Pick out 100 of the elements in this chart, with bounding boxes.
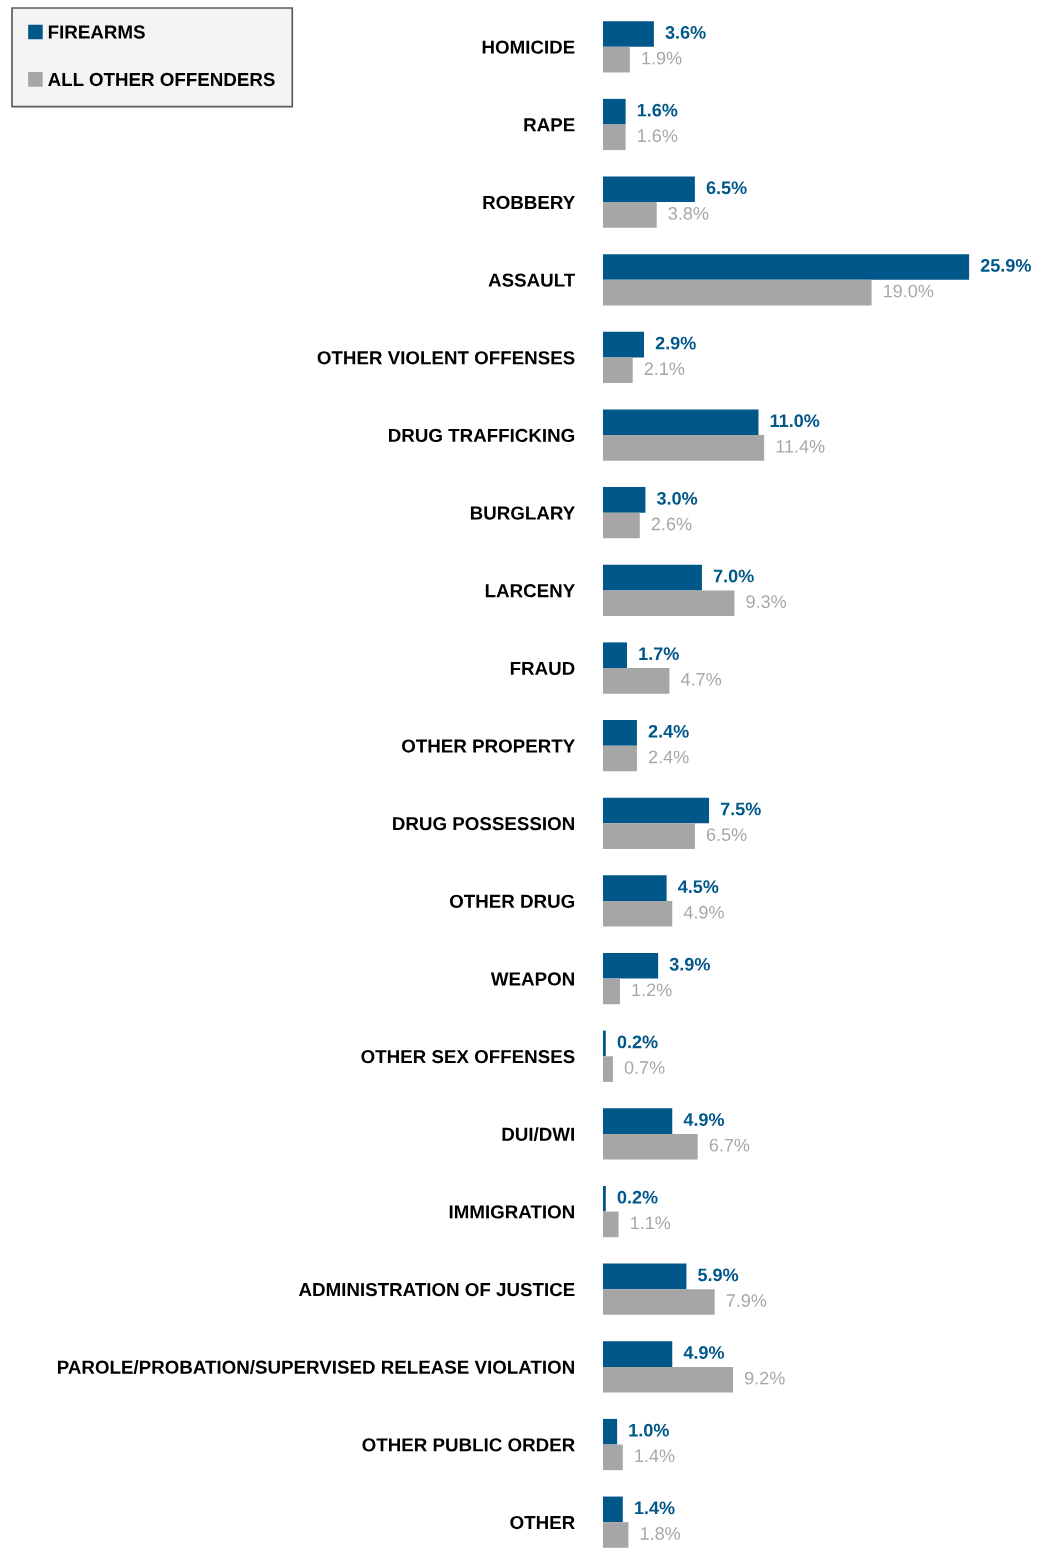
y-tick-label: IMMIGRATION xyxy=(449,1205,574,1219)
y-tick-label: ROBBERY xyxy=(483,195,575,210)
data-label: 0.2% xyxy=(617,1035,658,1049)
data-label: 19.0% xyxy=(884,284,934,298)
bar xyxy=(603,202,657,228)
data-label: 5.9% xyxy=(698,1268,739,1282)
data-label: 25.9% xyxy=(980,259,1031,272)
bar xyxy=(603,279,872,306)
y-tick-label: BURGLARY xyxy=(470,506,575,520)
bar xyxy=(603,590,735,616)
bar xyxy=(603,1418,618,1445)
y-tick-label: OTHER VIOLENT OFFENSES xyxy=(317,351,575,365)
bar xyxy=(603,642,628,669)
data-label: 2.4% xyxy=(648,724,689,738)
data-label: 3.0% xyxy=(656,491,698,505)
data-label: 4.5% xyxy=(678,880,719,894)
bar xyxy=(603,823,695,849)
data-label: 1.8% xyxy=(640,1527,681,1540)
data-label: 2.9% xyxy=(655,336,696,350)
data-label: 7.5% xyxy=(720,802,761,816)
data-label: 7.0% xyxy=(713,569,754,583)
bar xyxy=(603,254,970,280)
y-tick-label: OTHER xyxy=(510,1515,575,1530)
data-label: 3.9% xyxy=(669,957,710,971)
data-label: 1.7% xyxy=(639,647,679,661)
bar xyxy=(603,1444,623,1471)
bar xyxy=(603,900,673,927)
y-tick-label: PAROLE/PROBATION/SUPERVISED RELEASE VIOLATION xyxy=(57,1360,574,1375)
bar xyxy=(603,1185,606,1212)
data-label: 4.9% xyxy=(683,1346,725,1359)
data-label: 4.9% xyxy=(683,905,724,919)
bar xyxy=(603,512,640,539)
bar xyxy=(603,797,710,824)
bar xyxy=(603,1030,606,1057)
bar xyxy=(603,1108,673,1134)
bar xyxy=(603,1522,629,1548)
bar xyxy=(603,1263,687,1290)
data-label: 7.9% xyxy=(726,1294,767,1307)
bar xyxy=(603,953,659,979)
y-tick-label: WEAPON xyxy=(490,972,574,986)
bar xyxy=(603,564,702,591)
data-label: 2.6% xyxy=(651,517,692,531)
data-label: 1.9% xyxy=(642,51,682,65)
bar xyxy=(603,875,667,901)
data-label: 1.6% xyxy=(638,129,678,143)
data-label: 6.5% xyxy=(706,828,747,841)
bar xyxy=(603,435,765,461)
y-tick-label: HOMICIDE xyxy=(482,40,575,54)
bar xyxy=(603,357,633,384)
y-tick-label: OTHER PUBLIC ORDER xyxy=(362,1438,575,1452)
data-label: 2.4% xyxy=(648,750,689,764)
y-tick-label: OTHER SEX OFFENSES xyxy=(361,1049,575,1064)
data-label: 1.4% xyxy=(635,1449,675,1463)
data-label: 9.2% xyxy=(745,1371,785,1385)
data-label: 0.2% xyxy=(617,1190,658,1204)
bar xyxy=(603,46,630,73)
bar xyxy=(603,978,620,1005)
bar xyxy=(603,1496,623,1523)
bar xyxy=(603,1056,613,1082)
bar xyxy=(603,1289,715,1315)
data-label: 4.9% xyxy=(683,1113,725,1126)
data-label: 1.6% xyxy=(637,103,678,117)
bar xyxy=(603,21,654,47)
bar xyxy=(603,1341,673,1367)
y-tick-label: OTHER PROPERTY xyxy=(402,739,575,753)
data-label: 4.7% xyxy=(680,672,722,686)
y-tick-label: RAPE xyxy=(524,118,575,132)
data-label: 3.6% xyxy=(665,26,706,39)
y-tick-label: ASSAULT xyxy=(488,273,576,287)
data-label: 9.3% xyxy=(746,595,787,609)
data-label: 6.7% xyxy=(709,1138,750,1152)
bar xyxy=(603,1133,698,1160)
y-tick-label: ADMINISTRATION OF JUSTICE xyxy=(298,1282,575,1297)
y-tick-label: DRUG POSSESSION xyxy=(393,817,574,831)
y-tick-label: FRAUD xyxy=(510,661,575,675)
y-tick-label: OTHER DRUG xyxy=(449,894,575,908)
legend-label: FIREARMS xyxy=(48,25,145,39)
bar xyxy=(603,98,626,125)
data-label: 1.0% xyxy=(629,1423,669,1437)
data-label: 1.1% xyxy=(631,1216,671,1230)
data-label: 2.1% xyxy=(644,362,685,376)
data-label: 1.2% xyxy=(632,983,672,997)
data-label: 11.0% xyxy=(770,414,820,428)
data-label: 0.7% xyxy=(624,1061,665,1074)
bar xyxy=(603,124,626,151)
bar xyxy=(603,176,695,203)
y-tick-label: DUI/DWI xyxy=(502,1127,574,1142)
y-tick-label: DRUG TRAFFICKING xyxy=(389,428,575,443)
bar xyxy=(603,668,670,694)
data-label: 11.4% xyxy=(776,440,825,453)
legend-label: ALL OTHER OFFENDERS xyxy=(48,72,275,87)
bar xyxy=(603,487,646,513)
data-label: 1.4% xyxy=(635,1501,675,1515)
bar xyxy=(603,331,644,358)
y-tick-label: LARCENY xyxy=(485,584,575,598)
bar xyxy=(603,745,637,772)
bar xyxy=(603,720,637,746)
bar xyxy=(603,1366,734,1393)
bar xyxy=(603,409,759,436)
data-label: 3.8% xyxy=(668,207,709,220)
